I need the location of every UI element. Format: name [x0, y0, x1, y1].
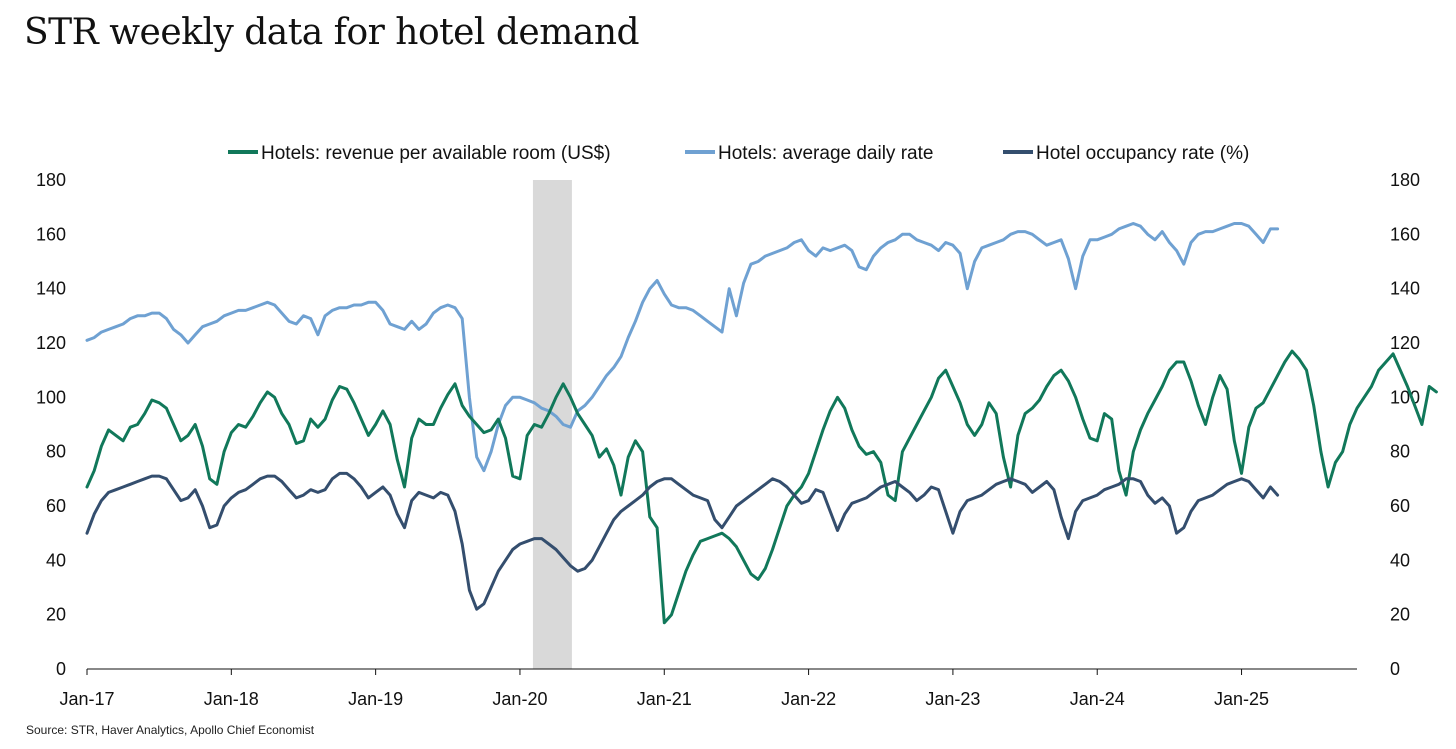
legend-label-occupancy: Hotel occupancy rate (%) [1036, 143, 1249, 164]
legend-label-adr: Hotels: average daily rate [718, 143, 933, 164]
y-tick-label-right: 0 [1390, 659, 1400, 679]
y-tick-label-right: 160 [1390, 224, 1420, 244]
series-line-revpar [85, 349, 1438, 625]
y-tick-label-right: 40 [1390, 550, 1410, 570]
y-tick-label-left: 0 [56, 659, 66, 679]
y-tick-label-left: 120 [36, 333, 66, 353]
series-line-adr [85, 222, 1280, 473]
x-tick-label: Jan-23 [925, 689, 980, 709]
x-tick-label: Jan-18 [204, 689, 259, 709]
x-tick-label: Jan-25 [1214, 689, 1269, 709]
series-layer [85, 222, 1438, 625]
series-line-occupancy [85, 471, 1280, 611]
legend: Hotels: revenue per available room (US$)… [228, 143, 1249, 164]
source-note: Source: STR, Haver Analytics, Apollo Chi… [26, 723, 315, 737]
x-tick-label: Jan-21 [637, 689, 692, 709]
legend-item-revpar: Hotels: revenue per available room (US$) [228, 143, 611, 164]
legend-label-revpar: Hotels: revenue per available room (US$) [261, 143, 611, 164]
y-tick-label-right: 60 [1390, 496, 1410, 516]
y-tick-label-left: 180 [36, 170, 66, 190]
y-tick-label-left: 160 [36, 224, 66, 244]
y-tick-label-right: 180 [1390, 170, 1420, 190]
y-tick-label-right: 20 [1390, 605, 1410, 625]
chart-title: STR weekly data for hotel demand [24, 12, 640, 53]
x-tick-label: Jan-20 [492, 689, 547, 709]
y-tick-label-right: 120 [1390, 333, 1420, 353]
x-tick-label: Jan-19 [348, 689, 403, 709]
x-tick-label: Jan-17 [59, 689, 114, 709]
y-tick-label-left: 40 [46, 550, 66, 570]
y-tick-label-left: 60 [46, 496, 66, 516]
y-tick-label-left: 140 [36, 279, 66, 299]
y-tick-label-right: 80 [1390, 442, 1410, 462]
legend-item-adr: Hotels: average daily rate [685, 143, 933, 164]
y-tick-label-right: 140 [1390, 279, 1420, 299]
legend-item-occupancy: Hotel occupancy rate (%) [1003, 143, 1249, 164]
y-tick-label-left: 100 [36, 387, 66, 407]
x-tick-label: Jan-24 [1070, 689, 1125, 709]
x-tick-label: Jan-22 [781, 689, 836, 709]
y-tick-label-left: 20 [46, 605, 66, 625]
y-tick-label-left: 80 [46, 442, 66, 462]
